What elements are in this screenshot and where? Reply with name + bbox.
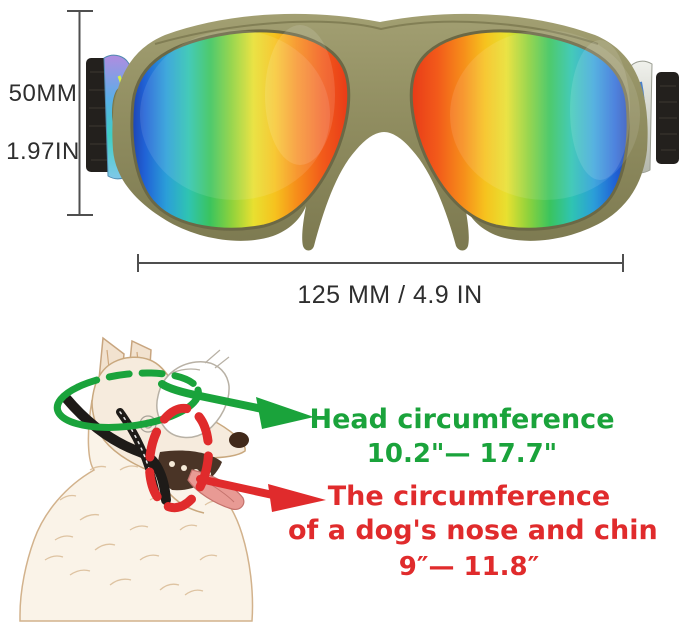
- height-dimension-line: [67, 10, 93, 216]
- right-lens-sheen: [570, 40, 630, 180]
- width-dimension-line: [137, 254, 624, 272]
- muzzle-circumference-range: 9″— 11.8″: [398, 552, 540, 582]
- right-lens: [409, 29, 630, 231]
- left-lens: [130, 29, 351, 231]
- left-lens-highlight: [140, 30, 330, 200]
- head-arrow: [158, 380, 314, 429]
- dog-illustration: [19, 336, 326, 622]
- left-lens-sheen: [265, 25, 335, 165]
- head-circumference-title: Head circumference: [309, 404, 615, 435]
- muzzle-circumference-ellipse: [144, 403, 214, 513]
- muzzle-circumference-title: The circumference: [327, 481, 611, 512]
- muzzle-circumference-subtitle: of a dog's nose and chin: [288, 515, 658, 546]
- right-lens-highlight: [450, 30, 640, 200]
- frame-brow-seam: [154, 20, 599, 45]
- height-label-mm: 50MM: [8, 80, 78, 107]
- muzzle-arrow: [196, 475, 326, 512]
- height-label-in: 1.97IN: [6, 138, 80, 165]
- goggles-illustration: [67, 10, 679, 272]
- right-strap: [656, 72, 679, 164]
- dog-nose: [229, 432, 249, 448]
- width-label: 125 MM / 4.9 IN: [297, 281, 483, 309]
- head-circumference-range: 10.2"— 17.7": [366, 439, 558, 469]
